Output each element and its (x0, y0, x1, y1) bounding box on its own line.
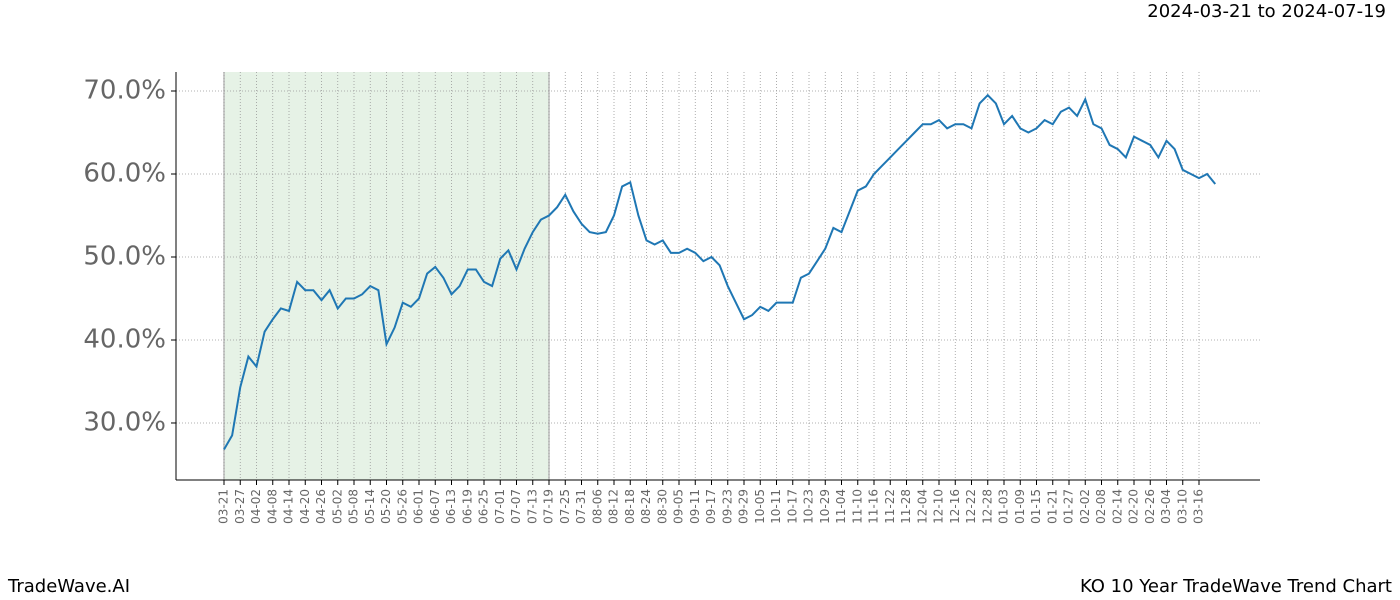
x-tick-label: 11-22 (883, 489, 897, 524)
trend-line (223, 93, 1217, 451)
x-tick-label: 10-29 (818, 489, 832, 524)
x-tick-label: 12-22 (964, 489, 978, 524)
x-tick-label: 09-11 (688, 489, 702, 524)
x-tick-label: 03-16 (1192, 489, 1206, 524)
x-tick-label: 01-09 (1013, 489, 1027, 524)
x-tick-label: 05-02 (330, 489, 344, 524)
x-tick-label: 02-26 (1143, 489, 1157, 524)
x-tick-label: 08-12 (607, 489, 621, 524)
x-tick-label: 09-17 (704, 489, 718, 524)
x-tick-label: 10-05 (753, 489, 767, 524)
x-tick-label: 09-29 (737, 489, 751, 524)
x-tick-label: 08-06 (590, 489, 604, 524)
x-tick-label: 11-16 (867, 489, 881, 524)
x-tick-label: 11-28 (899, 489, 913, 524)
x-tick-label: 04-02 (249, 489, 263, 524)
x-tick-label: 02-08 (1094, 489, 1108, 524)
x-tick-label: 04-08 (265, 489, 279, 524)
x-tick-label: 02-20 (1127, 489, 1141, 524)
x-tick-label: 10-17 (785, 489, 799, 524)
x-tick-label: 04-26 (314, 489, 328, 524)
x-tick-label: 06-13 (444, 489, 458, 524)
x-tick-label: 08-18 (623, 489, 637, 524)
y-tick-label: 30.0% (83, 407, 166, 437)
x-tick-label: 06-25 (477, 489, 491, 524)
x-tick-label: 10-23 (802, 489, 816, 524)
x-tick-label: 12-28 (980, 489, 994, 524)
x-tick-label: 04-14 (282, 489, 296, 524)
x-tick-label: 04-20 (298, 489, 312, 524)
chart-title: 2024-03-21 to 2024-07-19 (1147, 1, 1386, 22)
x-tick-label: 06-01 (412, 489, 426, 524)
x-tick-label: 07-13 (525, 489, 539, 524)
x-tick-label: 07-01 (493, 489, 507, 524)
y-tick-label: 70.0% (83, 76, 166, 106)
x-tick-label: 07-25 (558, 489, 572, 524)
x-tick-label: 12-16 (948, 489, 962, 524)
x-tick-label: 08-24 (639, 489, 653, 524)
x-tick-label: 03-04 (1159, 489, 1173, 524)
x-tick-label: 01-15 (1029, 489, 1043, 524)
x-tick-label: 05-26 (395, 489, 409, 524)
x-tick-label: 06-19 (460, 489, 474, 524)
x-tick-label: 11-10 (850, 489, 864, 524)
footer-right: KO 10 Year TradeWave Trend Chart (1080, 576, 1392, 597)
x-tick-label: 06-07 (428, 489, 442, 524)
x-tick-label: 09-05 (672, 489, 686, 524)
x-tick-label: 09-23 (720, 489, 734, 524)
footer-left: TradeWave.AI (7, 576, 130, 597)
x-tick-label: 01-03 (997, 489, 1011, 524)
x-tick-label: 07-31 (574, 489, 588, 524)
x-tick-label: 12-04 (915, 489, 929, 524)
x-tick-label: 02-14 (1110, 489, 1124, 524)
x-tick-label: 01-21 (1045, 489, 1059, 524)
x-tick-label: 03-21 (217, 489, 231, 524)
y-tick-label: 50.0% (83, 241, 166, 271)
x-tick-label: 02-02 (1078, 489, 1092, 524)
x-tick-label: 07-19 (542, 489, 556, 524)
x-tick-label: 01-27 (1062, 489, 1076, 524)
x-tick-label: 11-04 (834, 489, 848, 524)
x-tick-label: 03-10 (1175, 489, 1189, 524)
x-tick-label: 05-20 (379, 489, 393, 524)
x-tick-label: 03-27 (233, 489, 247, 524)
y-tick-label: 40.0% (83, 324, 166, 354)
y-tick-label: 60.0% (83, 159, 166, 189)
x-tick-label: 12-10 (932, 489, 946, 524)
x-tick-label: 07-07 (509, 489, 523, 524)
x-tick-label: 05-14 (363, 489, 377, 524)
x-tick-label: 05-08 (347, 489, 361, 524)
x-tick-label: 08-30 (655, 489, 669, 524)
x-tick-label: 10-11 (769, 489, 783, 524)
